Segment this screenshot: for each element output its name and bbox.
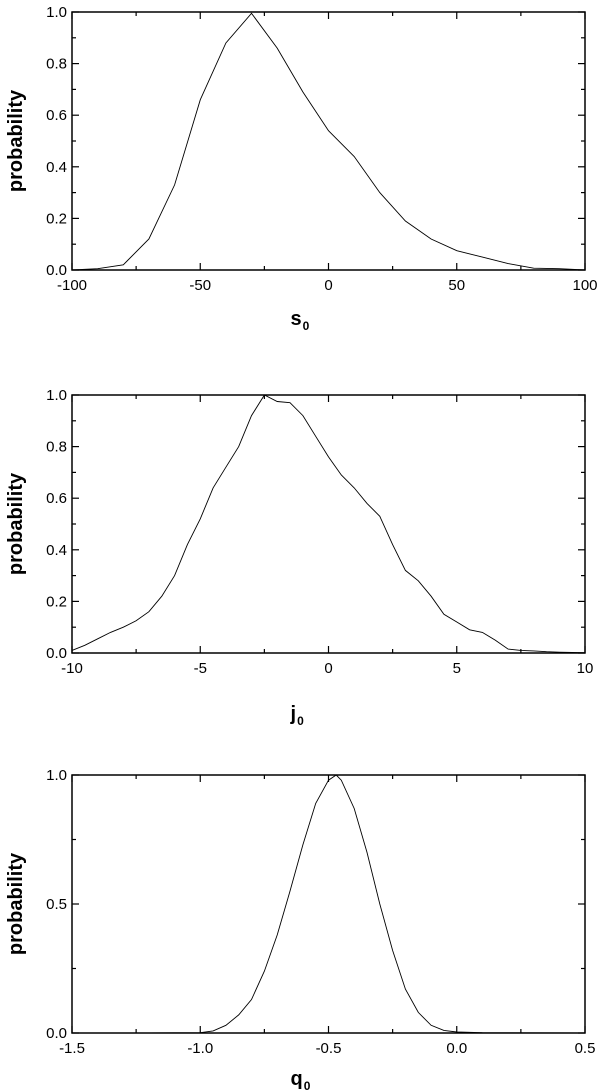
y-tick-label: 0.2 bbox=[46, 210, 67, 227]
x-tick-label: -5 bbox=[194, 660, 207, 677]
y-tick-label: 1.0 bbox=[46, 387, 67, 404]
x-tick-label: 100 bbox=[572, 277, 597, 294]
x-axis-label-subscript: 0 bbox=[297, 714, 304, 728]
series-line bbox=[71, 394, 586, 654]
y-axis-label: probability bbox=[5, 852, 27, 955]
x-tick-label: 5 bbox=[453, 660, 461, 677]
y-tick-label: 0.2 bbox=[46, 593, 67, 610]
plot-frame bbox=[71, 11, 586, 271]
x-tick-label: -0.5 bbox=[316, 1040, 342, 1057]
x-tick-label: -100 bbox=[57, 277, 87, 294]
x-axis-label: q bbox=[291, 1068, 303, 1090]
y-axis-label: probability bbox=[5, 472, 27, 575]
y-tick-label: 1.0 bbox=[46, 4, 67, 21]
chart-panel-3: -1.5 -1.0 -0.5 0.0 0.5 0.0 0.5 1.0 q 0 probability bbox=[5, 767, 595, 1092]
x-tick-label: 0.0 bbox=[446, 1040, 467, 1057]
series-line bbox=[72, 774, 586, 1034]
y-axis-label: probability bbox=[5, 89, 27, 192]
x-axis-label-subscript: 0 bbox=[303, 319, 310, 333]
x-tick-label: -1.0 bbox=[187, 1040, 213, 1057]
y-tick-label: 0.0 bbox=[46, 1025, 67, 1042]
x-tick-label: 0 bbox=[324, 660, 332, 677]
x-tick-label: 10 bbox=[577, 660, 594, 677]
y-tick-label: 0.0 bbox=[46, 645, 67, 662]
y-tick-label: 1.0 bbox=[46, 767, 67, 784]
y-tick-label: 0.5 bbox=[46, 896, 67, 913]
x-axis-label-subscript: 0 bbox=[304, 1079, 311, 1092]
plot-frame bbox=[71, 774, 586, 1034]
x-tick-label: -10 bbox=[61, 660, 83, 677]
y-tick-label: 0.8 bbox=[46, 56, 67, 73]
y-tick-label: 0.4 bbox=[46, 542, 67, 559]
x-tick-label: 0.5 bbox=[575, 1040, 596, 1057]
y-tick-label: 0.6 bbox=[46, 490, 67, 507]
x-axis-label: j bbox=[290, 703, 297, 725]
y-tick-label: 0.8 bbox=[46, 439, 67, 456]
x-tick-label: 50 bbox=[448, 277, 465, 294]
x-tick-label: -1.5 bbox=[59, 1040, 85, 1057]
series-line bbox=[71, 12, 586, 271]
x-tick-label: -50 bbox=[189, 277, 211, 294]
plot-frame bbox=[71, 394, 586, 654]
x-tick-label: 0 bbox=[324, 277, 332, 294]
y-tick-label: 0.4 bbox=[46, 159, 67, 176]
y-tick-label: 0.6 bbox=[46, 107, 67, 124]
y-tick-label: 0.0 bbox=[46, 262, 67, 279]
x-axis-label: s bbox=[291, 308, 302, 330]
